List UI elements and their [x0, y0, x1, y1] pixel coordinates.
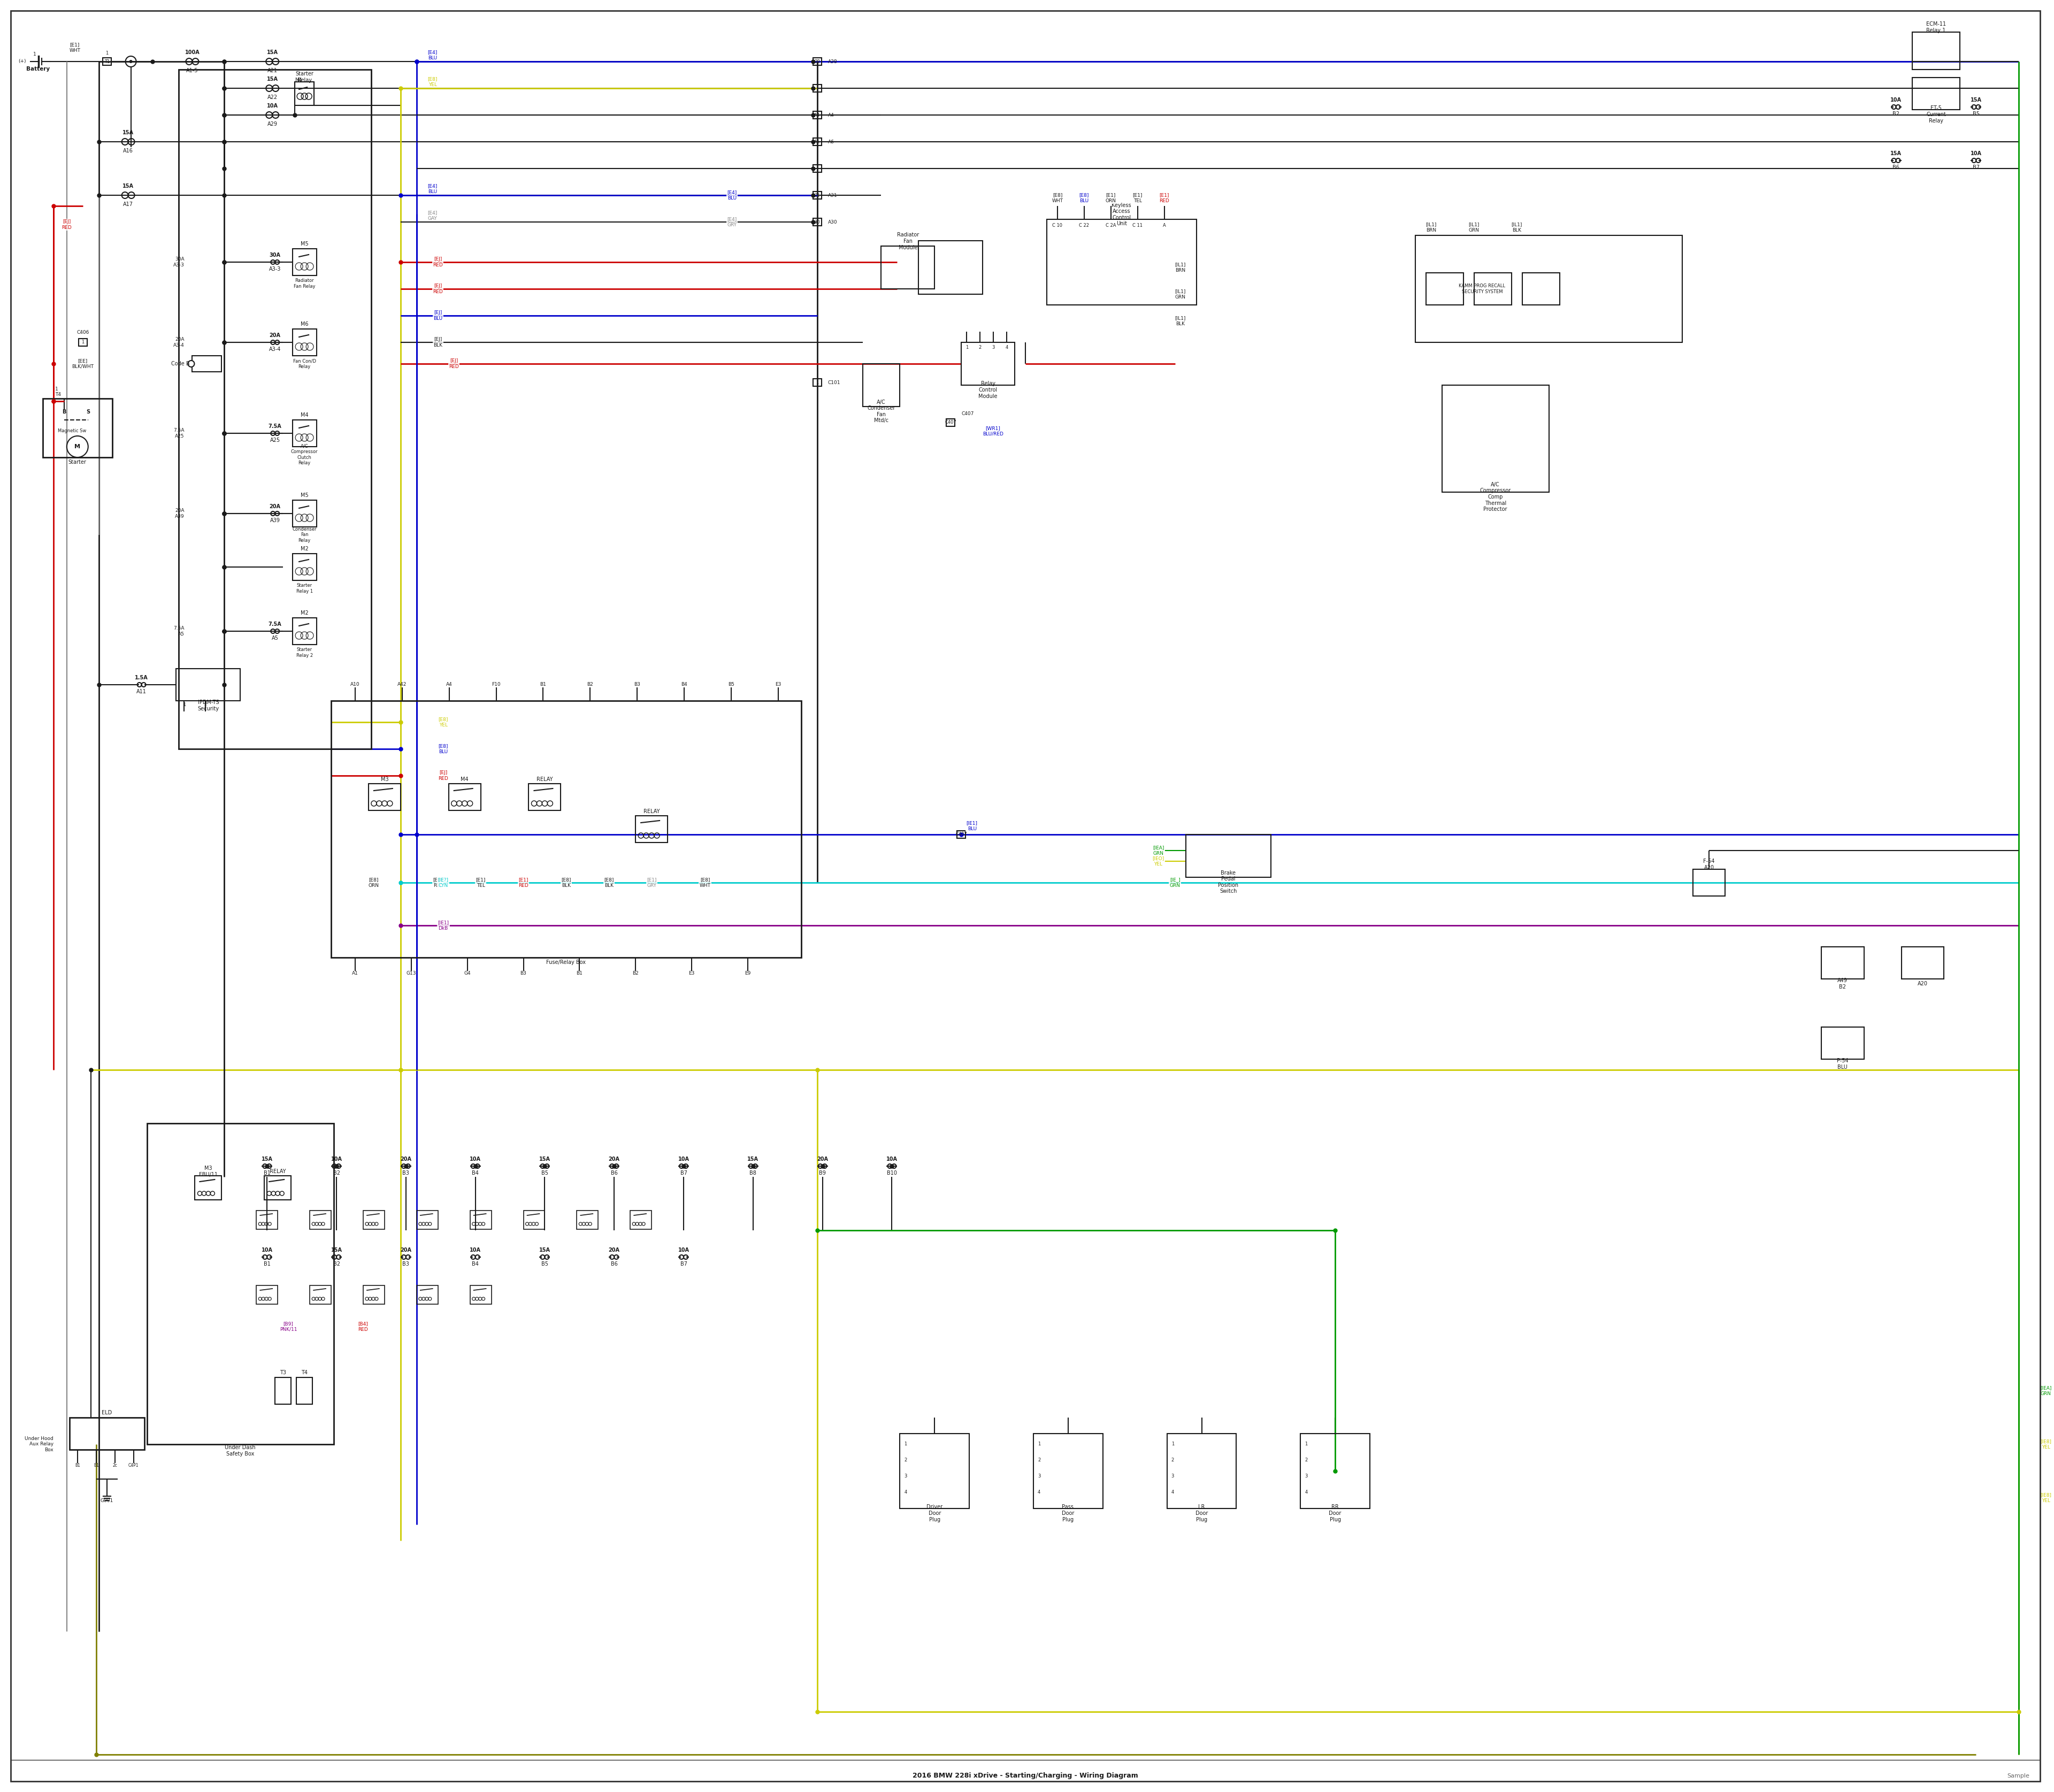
Text: [E1]
RED: [E1] RED	[1158, 194, 1169, 202]
Text: 2: 2	[904, 1459, 908, 1462]
Bar	[1475, 272, 1512, 305]
Text: 2: 2	[1304, 1459, 1308, 1462]
Text: 4: 4	[1004, 346, 1009, 349]
Bar	[813, 57, 822, 65]
Text: RELAY: RELAY	[643, 808, 659, 814]
Text: B7: B7	[680, 1170, 688, 1176]
Text: ET-5
Current
Relay: ET-5 Current Relay	[1927, 106, 1945, 124]
Text: A20: A20	[1918, 980, 1929, 986]
Text: 4: 4	[1304, 1489, 1308, 1495]
Text: 10A: 10A	[470, 1156, 481, 1161]
Bar	[310, 1285, 331, 1305]
Bar	[813, 138, 822, 145]
Text: A6: A6	[828, 140, 834, 143]
Bar	[918, 240, 982, 294]
Text: RR
Door
Plug: RR Door Plug	[1329, 1505, 1341, 1521]
Text: G001: G001	[101, 1498, 113, 1503]
Text: C 22: C 22	[1078, 224, 1089, 228]
Text: 15A: 15A	[267, 50, 277, 56]
Text: C407: C407	[961, 412, 974, 416]
Bar	[275, 1378, 292, 1405]
Text: B7: B7	[1972, 165, 1980, 170]
Text: 15A: 15A	[748, 1156, 758, 1161]
Text: [B9]
PNK/11: [B9] PNK/11	[279, 1321, 298, 1331]
Text: 1: 1	[82, 340, 84, 344]
Text: M4: M4	[460, 776, 468, 781]
Bar	[813, 111, 822, 118]
Text: A49
B2: A49 B2	[1838, 978, 1849, 989]
Text: [E1]
TEL: [E1] TEL	[477, 878, 485, 887]
Bar	[364, 1285, 384, 1305]
Bar	[1048, 219, 1195, 305]
Text: [E8]
REL: [E8] REL	[433, 878, 444, 887]
Text: B6: B6	[1892, 165, 1900, 170]
Text: A5: A5	[271, 636, 279, 642]
Text: [EJ]
RED: [EJ] RED	[450, 358, 458, 369]
Text: [IE8]
YEL: [IE8] YEL	[2040, 1439, 2052, 1450]
Bar	[177, 668, 240, 701]
Text: [IL1]
BRN: [IL1] BRN	[1425, 222, 1438, 233]
Bar	[947, 419, 955, 426]
Bar	[257, 1211, 277, 1229]
Text: 7.5A: 7.5A	[269, 622, 281, 627]
Text: [E8]
YEL: [E8] YEL	[427, 77, 438, 88]
Text: Fuse/Relay Box: Fuse/Relay Box	[546, 961, 585, 966]
Text: B3: B3	[403, 1170, 409, 1176]
Text: M5: M5	[300, 242, 308, 247]
Text: A/C
Condenser
Fan
Mtd/c: A/C Condenser Fan Mtd/c	[867, 400, 896, 423]
Text: A21: A21	[267, 68, 277, 73]
Text: B4: B4	[472, 1170, 479, 1176]
Bar	[364, 1211, 384, 1229]
Text: A6: A6	[813, 140, 820, 143]
Text: [E8]
WHT: [E8] WHT	[1052, 194, 1064, 202]
Text: [E1]
TEL: [E1] TEL	[1132, 194, 1142, 202]
Text: 15A: 15A	[123, 183, 134, 188]
Text: F10: F10	[491, 683, 501, 686]
Text: (+): (+)	[18, 59, 27, 65]
Text: 15A: 15A	[538, 1247, 550, 1253]
Bar	[292, 618, 316, 645]
Bar	[1912, 32, 1960, 70]
Text: [IL1]
BRN: [IL1] BRN	[1175, 262, 1185, 272]
Text: 10A: 10A	[267, 104, 277, 109]
Text: B3: B3	[520, 971, 526, 977]
Text: M4: M4	[300, 412, 308, 418]
Text: Radiator
Fan Relay: Radiator Fan Relay	[294, 278, 314, 289]
Text: M4: M4	[296, 77, 302, 82]
Text: B2: B2	[1892, 111, 1900, 116]
Text: C407: C407	[955, 831, 967, 837]
Text: [B4]
RED: [B4] RED	[357, 1321, 368, 1331]
Text: 1: 1	[904, 1443, 908, 1446]
Text: 1: 1	[105, 50, 109, 56]
Text: A39: A39	[269, 518, 279, 523]
Text: Pass.
Door
Plug: Pass. Door Plug	[1062, 1505, 1074, 1521]
Text: B1: B1	[263, 1170, 271, 1176]
Text: 30A
A3-3: 30A A3-3	[173, 256, 185, 267]
Bar	[265, 1176, 292, 1201]
Text: B7: B7	[680, 1262, 688, 1267]
Bar	[1902, 946, 1943, 978]
Text: [E8]
ORN: [E8] ORN	[368, 878, 380, 887]
Text: 1: 1	[1304, 1443, 1308, 1446]
Text: G13: G13	[407, 971, 417, 977]
Text: A: A	[1163, 224, 1167, 228]
Text: Magnetic Sw: Magnetic Sw	[58, 428, 86, 434]
Text: ECM-11
Relay 1: ECM-11 Relay 1	[1927, 22, 1945, 32]
Text: 3: 3	[904, 1475, 908, 1478]
Text: M5: M5	[300, 493, 308, 498]
Text: 20A: 20A	[608, 1156, 620, 1161]
Text: C406: C406	[76, 330, 88, 335]
Text: T4: T4	[302, 1369, 308, 1374]
Bar	[528, 783, 561, 810]
Text: 20A: 20A	[401, 1247, 411, 1253]
Text: 30A: 30A	[269, 253, 281, 258]
Bar	[292, 330, 316, 357]
Bar	[310, 1211, 331, 1229]
Text: M2: M2	[300, 611, 308, 616]
Text: 15A: 15A	[267, 77, 277, 82]
Text: 10A: 10A	[1890, 97, 1902, 102]
Bar	[524, 1211, 544, 1229]
Text: [EE]
BLK/WHT: [EE] BLK/WHT	[72, 358, 94, 369]
Text: 10A: 10A	[261, 1247, 273, 1253]
Text: 10A: 10A	[1970, 151, 1982, 156]
